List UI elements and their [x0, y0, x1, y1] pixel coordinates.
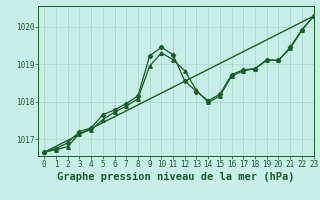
X-axis label: Graphe pression niveau de la mer (hPa): Graphe pression niveau de la mer (hPa)	[57, 172, 295, 182]
